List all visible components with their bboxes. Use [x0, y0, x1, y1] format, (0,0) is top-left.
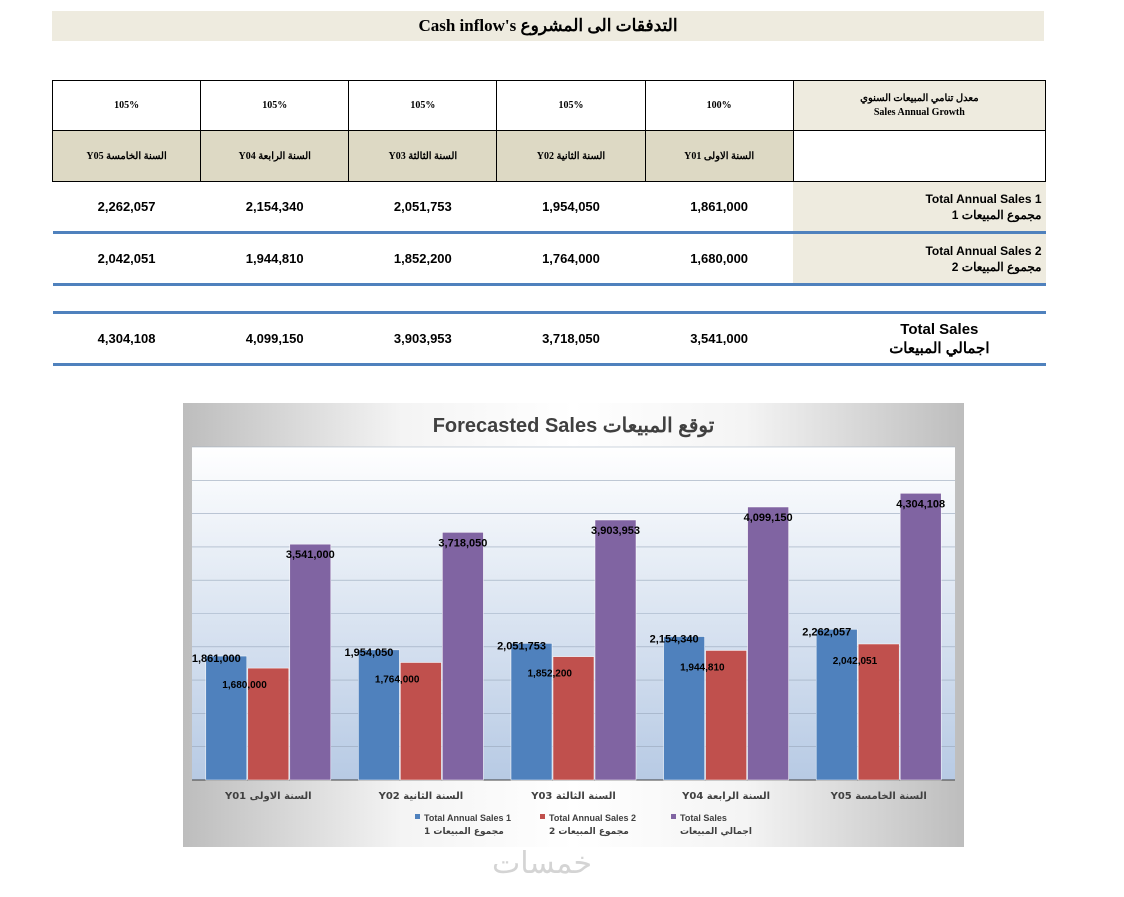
bar — [247, 667, 290, 781]
legend-label: Total Sales — [680, 813, 727, 823]
category-label: السنة الاولى Y01 — [224, 791, 312, 802]
growth-label-en: Sales Annual Growth — [873, 106, 965, 118]
total-label-ar: اجمالي المبيعات — [889, 339, 990, 357]
sales1-cell-y03: 2,051,753 — [348, 181, 497, 234]
total-cell-y04: 4,099,150 — [200, 311, 349, 366]
legend-label-ar: اجمالي المبيعات — [680, 827, 752, 837]
year-header-y05: السنة الخامسة Y05 — [51, 130, 202, 182]
bar — [663, 636, 705, 781]
page-title-text: التدفقات الى المشروع Cash inflow's — [418, 16, 678, 35]
sales1-label: Total Annual Sales 1 مجموع المبيعات 1 — [793, 181, 1046, 234]
data-label: 4,304,108 — [896, 498, 945, 510]
sales2-label-en: Total Annual Sales 2 — [925, 243, 1042, 258]
data-label: 2,051,753 — [497, 640, 546, 652]
bar — [289, 543, 332, 781]
data-label: 3,541,000 — [286, 549, 335, 561]
data-label: 1,954,050 — [344, 647, 393, 659]
year-header-y04: السنة الرابعة Y04 — [200, 130, 350, 182]
sales2-row: 2,042,051 1,944,810 1,852,200 1,764,000 … — [52, 232, 1046, 286]
total-label-en: Total Sales — [900, 320, 979, 338]
bar — [899, 493, 942, 781]
legend-label: Total Annual Sales 1 — [424, 813, 511, 823]
total-cell-y03: 3,903,953 — [348, 311, 497, 366]
data-label: 2,042,051 — [833, 656, 878, 667]
spacer-cell — [53, 285, 1046, 313]
data-label: 1,861,000 — [192, 653, 241, 665]
sales2-label: Total Annual Sales 2 مجموع المبيعات 2 — [793, 232, 1046, 286]
legend-label: Total Annual Sales 2 — [549, 813, 636, 823]
bar — [552, 656, 595, 781]
total-cell-y02: 3,718,050 — [496, 311, 646, 366]
sales1-cell-y01: 1,861,000 — [645, 181, 794, 234]
data-label: 4,099,150 — [744, 512, 793, 524]
category-label: السنة الثانية Y02 — [378, 791, 464, 802]
growth-label-ar: معدل تنامي المبيعات السنوي — [860, 92, 979, 104]
legend-swatch — [415, 814, 420, 819]
category-label: السنة الثالثة Y03 — [530, 791, 616, 802]
category-label: السنة الخامسة Y05 — [830, 791, 927, 802]
bar — [510, 643, 553, 781]
data-label: 1,944,810 — [680, 662, 725, 673]
sales1-label-en: Total Annual Sales 1 — [925, 191, 1042, 206]
growth-cell-y04: 105% — [200, 80, 350, 131]
bar — [594, 519, 637, 781]
data-label: 1,764,000 — [375, 675, 420, 686]
cash-inflow-table: 105% 105% 105% 105% 100% معدل تنامي المب… — [51, 80, 1047, 366]
sales1-cell-y05: 2,262,057 — [52, 181, 201, 234]
sales1-row: 2,262,057 2,154,340 2,051,753 1,954,050 … — [52, 181, 1046, 234]
data-label: 3,718,050 — [438, 537, 487, 549]
year-header-y03: السنة الثالثة Y03 — [348, 130, 498, 182]
growth-cell-y05: 105% — [51, 80, 202, 131]
growth-label: معدل تنامي المبيعات السنوي Sales Annual … — [792, 80, 1047, 131]
chart-title: Forecasted Sales توقع المبيعات — [432, 415, 715, 437]
legend-label-ar: مجموع المبيعات 2 — [549, 827, 629, 837]
year-header-y01: السنة الاولى Y01 — [644, 130, 794, 182]
bar — [815, 629, 858, 781]
data-label: 1,852,200 — [528, 669, 573, 680]
sales1-label-ar: مجموع المبيعات 1 — [951, 207, 1042, 222]
total-label: Total Sales اجمالي المبيعات — [793, 311, 1046, 366]
bar — [705, 650, 747, 781]
watermark-logo: خمسات — [492, 846, 593, 881]
legend-swatch — [540, 814, 545, 819]
page-title: التدفقات الى المشروع Cash inflow's — [52, 11, 1044, 41]
forecast-chart: Forecasted Sales توقع المبيعات 1,861,000… — [183, 403, 964, 847]
growth-cell-y01: 100% — [644, 80, 794, 131]
total-row: 4,304,108 4,099,150 3,903,953 3,718,050 … — [52, 311, 1046, 366]
data-label: 2,262,057 — [802, 626, 851, 638]
chart-svg: 1,861,000 1,954,050 2,051,753 2,154,340 2,26… — [192, 446, 955, 837]
sales2-cell-y01: 1,680,000 — [645, 232, 794, 286]
bar — [400, 662, 442, 781]
data-label: 2,154,340 — [650, 634, 699, 646]
growth-cell-y02: 105% — [496, 80, 646, 131]
sales2-cell-y04: 1,944,810 — [200, 232, 349, 286]
data-label: 3,903,953 — [591, 525, 640, 537]
growth-cell-y03: 105% — [348, 80, 498, 131]
sales2-cell-y03: 1,852,200 — [348, 232, 497, 286]
bar — [857, 643, 900, 781]
sales1-cell-y04: 2,154,340 — [200, 181, 349, 234]
bar — [442, 532, 484, 781]
bar — [205, 655, 248, 781]
total-cell-y01: 3,541,000 — [645, 311, 794, 366]
legend-swatch — [671, 814, 676, 819]
data-label: 1,680,000 — [222, 680, 267, 691]
bar — [747, 506, 789, 781]
sales2-cell-y05: 2,042,051 — [52, 232, 201, 286]
total-cell-y05: 4,304,108 — [52, 311, 201, 366]
sales2-label-ar: مجموع المبيعات 2 — [951, 259, 1042, 274]
bar — [358, 649, 400, 781]
year-header-y02: السنة الثانية Y02 — [496, 130, 646, 182]
sales2-cell-y02: 1,764,000 — [496, 232, 646, 286]
years-row: السنة الخامسة Y05 السنة الرابعة Y04 السن… — [51, 130, 1047, 182]
legend-label-ar: مجموع المبيعات 1 — [424, 827, 504, 837]
growth-row: 105% 105% 105% 105% 100% معدل تنامي المب… — [51, 80, 1047, 131]
category-label: السنة الرابعة Y04 — [681, 791, 770, 802]
sales1-cell-y02: 1,954,050 — [496, 181, 646, 234]
years-row-empty-cell — [792, 130, 1047, 182]
spacer-row — [53, 285, 1046, 313]
